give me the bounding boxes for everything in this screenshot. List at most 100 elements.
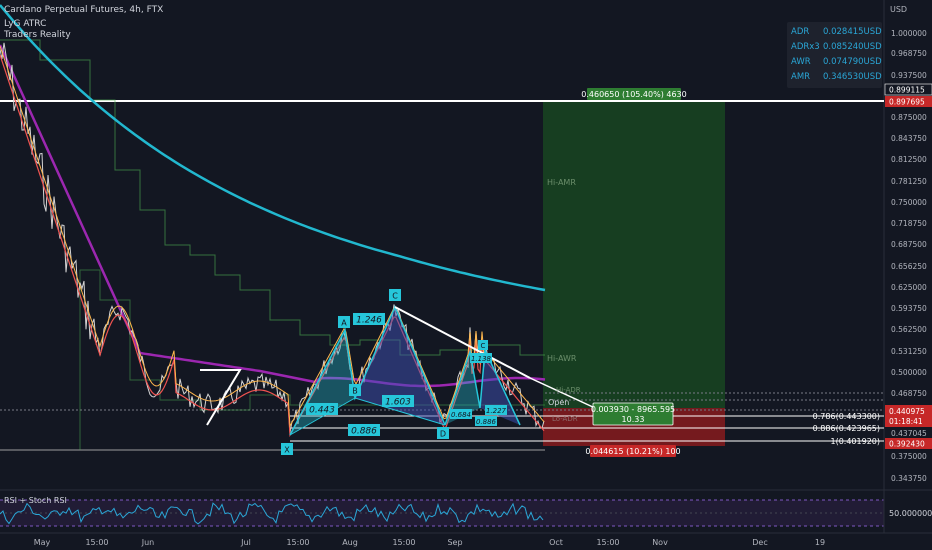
price-tick-label: 0.687500 <box>891 240 927 249</box>
ema-short-line-2 <box>0 45 545 428</box>
time-tick-label: May <box>34 538 51 547</box>
price-tick-label: 0.531250 <box>891 347 927 356</box>
center-label-line-2: 10.33 <box>622 415 645 424</box>
harmonic-connector-1 <box>289 397 356 436</box>
stats-panel: ADR 0.028415USD ADRx3 0.085240USD AWR 0.074… <box>787 22 882 88</box>
price-tick-label: 0.812500 <box>891 155 927 164</box>
price-tick-label: 0.343750 <box>891 474 927 483</box>
harmonic-label-c2: C <box>478 340 488 350</box>
harmonic-c2-text: C <box>481 342 486 350</box>
price-tick-label: 0.468750 <box>891 389 927 398</box>
risk-label: 0.044615 (10.21%) 100 <box>585 445 681 457</box>
time-tick-label: Jun <box>141 538 155 547</box>
harmonic-legs-2 <box>444 347 521 426</box>
target-label: 0.460650 (105.40%) 4630 <box>581 88 687 100</box>
stat-value: 0.346530USD <box>823 72 882 82</box>
price-axis[interactable]: 1.000000 0.968750 0.937500 0.875000 0.843750… <box>891 29 927 483</box>
drawing-triangle <box>200 369 242 426</box>
level-hi-amr: Hi-AMR <box>547 178 576 187</box>
price-tick-label: 0.656250 <box>891 262 927 271</box>
badge-stop: 0.392430 <box>885 438 932 449</box>
time-tick-label: 15:00 <box>286 538 309 547</box>
indicator-traders-reality[interactable]: Traders Reality <box>4 30 71 40</box>
stat-value: 0.028415USD <box>823 27 882 37</box>
stat-row-awr: AWR 0.074790USD <box>791 57 882 67</box>
center-label[interactable]: 0.003930 - 8965.595 10.33 <box>591 402 675 426</box>
harmonic-label-x: X <box>281 443 293 455</box>
badge-countdown-text: 01:18:41 <box>889 417 923 426</box>
indicator-lyg-atrc[interactable]: LyG ATRC <box>4 19 47 29</box>
awr-step-line <box>79 269 545 450</box>
level-hi-awr: Hi-AWR <box>547 354 577 363</box>
stat-row-adrx3: ADRx3 0.085240USD <box>791 42 882 52</box>
time-tick-label: Jul <box>240 538 251 547</box>
symbol-title: Cardano Perpetual Futures, 4h, FTX <box>4 5 164 15</box>
ema-mid-line <box>0 44 546 388</box>
main-pane <box>0 0 884 490</box>
rsi-line <box>0 502 544 525</box>
stat-label: AMR <box>791 72 811 82</box>
badge-stop-text: 0.392430 <box>889 440 925 449</box>
badge-upper-2-text: 0.897695 <box>889 98 925 107</box>
level-open: Open <box>548 398 569 407</box>
fib-label-886: 0.886(0.423965) <box>813 424 880 433</box>
time-axis[interactable]: May 15:00 Jun Jul 15:00 Aug 15:00 Sep Oct 15:00 No… <box>34 538 825 547</box>
price-tick-label: 0.843750 <box>891 134 927 143</box>
ratio-label-5: 0.684 <box>450 409 472 419</box>
harmonic-a-text: A <box>341 319 347 328</box>
price-tick-label: 0.625000 <box>891 283 927 292</box>
ema-short-line-1 <box>0 54 545 438</box>
price-tick-label: 0.781250 <box>891 177 927 186</box>
time-tick-label: Nov <box>652 538 668 547</box>
stat-value: 0.074790USD <box>823 57 882 67</box>
stat-label: ADRx3 <box>791 42 820 52</box>
stat-row-adr: ADR 0.028415USD <box>791 27 882 37</box>
ratio-5-text: 0.684 <box>451 411 471 419</box>
harmonic-label-c: C <box>389 289 401 301</box>
ratio-label-8: 1.138 <box>470 353 492 363</box>
target-zone <box>543 101 725 408</box>
time-tick-label: Oct <box>549 538 563 547</box>
ema-long-line <box>0 4 546 292</box>
stat-row-amr: AMR 0.346530USD <box>791 72 882 82</box>
fib-label-1: 1(0.401920) <box>830 437 880 446</box>
price-tick-label: 0.500000 <box>891 368 927 377</box>
time-tick-label: 15:00 <box>392 538 415 547</box>
price-tick-label: 0.968750 <box>891 49 927 58</box>
ratio-8-text: 1.138 <box>471 355 492 363</box>
currency-label: USD <box>890 5 907 14</box>
price-tick-label: 0.750000 <box>891 198 927 207</box>
harmonic-connector-2 <box>354 397 446 426</box>
ratio-2-text: 1.246 <box>356 316 382 326</box>
badge-upper-1-text: 0.899115 <box>889 86 925 95</box>
harmonic-label-a: A <box>338 316 350 328</box>
harmonic-triangle-3 <box>445 352 480 425</box>
harmonic-d-text: D <box>440 430 446 439</box>
time-tick-label: Dec <box>752 538 767 547</box>
fib-label-786: 0.786(0.443300) <box>813 412 880 421</box>
time-tick-label: 15:00 <box>85 538 108 547</box>
badge-last-price: 0.440975 01:18:41 <box>885 405 932 427</box>
price-tick-label: 0.562500 <box>891 325 927 334</box>
price-tick-label: 0.875000 <box>891 113 927 122</box>
badge-upper-2: 0.897695 <box>885 96 932 107</box>
level-lo-adr: Lo-ADR <box>552 415 578 423</box>
time-tick-label: 15:00 <box>596 538 619 547</box>
price-tick-label: 1.000000 <box>891 29 927 38</box>
rsi-pane <box>0 490 884 533</box>
level-hi-adr: Hi-ADR <box>556 386 581 394</box>
risk-label-text: 0.044615 (10.21%) 100 <box>585 447 680 456</box>
trend-line-target <box>529 377 596 409</box>
harmonic-triangle-2 <box>355 307 445 425</box>
time-tick-label: Sep <box>447 538 462 547</box>
center-label-line-1: 0.003930 - 8965.595 <box>591 405 675 414</box>
price-tick-label: 0.718750 <box>891 219 927 228</box>
rsi-value: 50.000000 <box>889 509 932 518</box>
stat-label: ADR <box>791 27 810 37</box>
target-label-text: 0.460650 (105.40%) 4630 <box>581 90 686 99</box>
harmonic-c-text: C <box>392 292 398 301</box>
harmonic-b-text: B <box>352 387 358 396</box>
ratio-label-3: 1.603 <box>382 395 414 408</box>
ratio-4-text: 0.886 <box>351 427 377 437</box>
